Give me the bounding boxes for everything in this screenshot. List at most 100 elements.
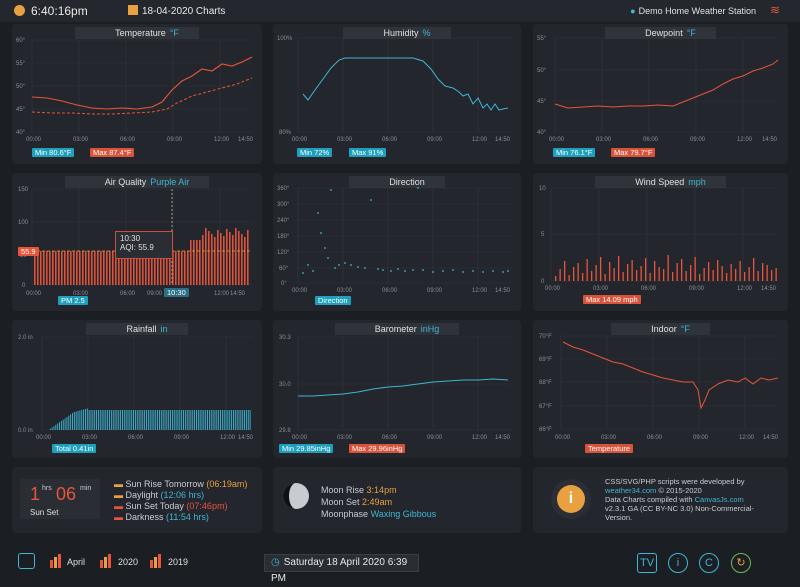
- bar-mark: [201, 410, 203, 430]
- bar-mark: [136, 410, 138, 430]
- svg-text:06:00: 06:00: [641, 286, 657, 292]
- bar-mark: [66, 417, 68, 430]
- svg-text:67°F: 67°F: [539, 404, 552, 410]
- bar-mark: [238, 231, 240, 285]
- direction-point: [462, 271, 464, 273]
- bar-mark: [166, 251, 168, 285]
- svg-text:45°: 45°: [537, 99, 547, 105]
- bar-mark: [109, 251, 111, 285]
- direction-badge: Direction: [315, 296, 351, 305]
- bar-mark: [70, 251, 72, 285]
- direction-point: [327, 257, 329, 259]
- bar-mark: [85, 409, 86, 430]
- windspeed-bars: [555, 255, 777, 281]
- bar-mark: [109, 410, 110, 430]
- bar-mark: [107, 410, 109, 430]
- bar-mark: [216, 410, 218, 430]
- bar-mark: [77, 411, 79, 430]
- svg-text:06:00: 06:00: [643, 137, 659, 143]
- bar-mark: [247, 410, 249, 430]
- direction-point: [317, 212, 319, 214]
- bar-mark: [112, 410, 114, 430]
- rainfall-chart: 2.0 in 0.0 in 00:00 03:00 06:00 09:00 12:00 1…: [18, 335, 254, 441]
- svg-text:70°F: 70°F: [539, 334, 552, 340]
- tv-button[interactable]: TV: [637, 553, 657, 573]
- bar-mark: [58, 251, 60, 285]
- bar-mark: [229, 410, 231, 430]
- year-2019-link[interactable]: 2019: [168, 557, 189, 567]
- aqi-tooltip: 10:30 AQI: 55.9: [115, 231, 173, 259]
- bar-mark: [618, 256, 620, 281]
- bar-mark: [595, 265, 597, 281]
- rainfall-panel: Rainfall in 2.0 in 0.0 in 00:00 03:00 06:00 …: [12, 320, 262, 458]
- bar-mark: [694, 257, 696, 281]
- bar-mark: [186, 410, 188, 430]
- bar-mark: [46, 251, 48, 285]
- canvasjs-link[interactable]: CanvasJs.com: [694, 495, 744, 504]
- bar-mark: [196, 240, 198, 285]
- bar-mark: [717, 260, 719, 281]
- weather34-link[interactable]: weather34.com: [605, 486, 657, 495]
- bar-chart-icon[interactable]: [50, 554, 64, 568]
- bar-mark: [73, 412, 75, 430]
- temperature-max-badge: Max 87.4°F: [90, 148, 135, 157]
- svg-text:60°: 60°: [16, 38, 26, 44]
- bar-mark: [231, 410, 233, 430]
- info-icon: i: [557, 485, 585, 513]
- bar-mark: [214, 237, 216, 285]
- bar-mark: [712, 270, 714, 281]
- bar-mark: [730, 264, 732, 281]
- pm25-badge: PM 2.5: [58, 296, 88, 305]
- svg-text:29.8: 29.8: [279, 428, 291, 434]
- direction-point: [307, 264, 309, 266]
- copyright-button[interactable]: C: [699, 553, 719, 573]
- bar-mark: [184, 251, 186, 285]
- bar-mark: [225, 410, 227, 430]
- refresh-icon[interactable]: ↻: [731, 553, 751, 573]
- bar-mark: [202, 235, 204, 285]
- direction-point: [338, 264, 340, 266]
- svg-text:12:00: 12:00: [737, 137, 753, 143]
- bar-chart-icon[interactable]: [150, 554, 164, 568]
- dewpoint-max-badge: Max 79.7°F: [611, 148, 656, 157]
- bar-mark: [101, 410, 103, 430]
- bar-mark: [181, 251, 183, 285]
- bar-mark: [559, 269, 561, 281]
- bar-mark: [88, 251, 90, 285]
- svg-text:06:00: 06:00: [382, 137, 398, 143]
- svg-text:5: 5: [541, 232, 545, 238]
- charts-date[interactable]: 18-04-2020 Charts: [128, 5, 225, 17]
- bar-chart-icon[interactable]: [100, 554, 114, 568]
- barometer-panel: Barometer inHg 30.3 30.0 29.8 00:00 03:00 06…: [273, 320, 521, 458]
- bar-mark: [70, 414, 72, 430]
- temperature-chart: 60° 55° 50° 45° 40° 00:00 03:00 06:00 09:00 1…: [16, 38, 254, 143]
- bar-mark: [103, 410, 105, 430]
- svg-text:00:00: 00:00: [26, 291, 42, 297]
- april-link[interactable]: April: [67, 557, 86, 567]
- year-2020-link[interactable]: 2020: [118, 557, 139, 567]
- bar-mark: [244, 237, 246, 285]
- bar-mark: [160, 410, 162, 430]
- bar-mark: [242, 410, 244, 430]
- svg-text:0: 0: [22, 283, 26, 289]
- bar-mark: [649, 273, 651, 281]
- svg-text:00:00: 00:00: [545, 286, 561, 292]
- svg-text:360°: 360°: [277, 186, 290, 192]
- bar-mark: [121, 251, 123, 285]
- bar-mark: [155, 410, 157, 430]
- bar-mark: [67, 251, 69, 285]
- bar-mark: [232, 235, 234, 285]
- bar-mark: [690, 265, 692, 281]
- bar-mark: [127, 251, 129, 285]
- svg-text:12:00: 12:00: [472, 435, 488, 441]
- bar-mark: [125, 410, 127, 430]
- bar-mark: [124, 251, 126, 285]
- bar-mark: [739, 261, 741, 281]
- info-button[interactable]: i: [668, 553, 688, 573]
- dashboard-button[interactable]: [18, 553, 35, 569]
- bar-mark: [240, 410, 242, 430]
- moon-icon: [283, 483, 309, 509]
- bar-mark: [217, 230, 219, 285]
- svg-text:150: 150: [18, 187, 29, 193]
- bar-mark: [667, 255, 669, 281]
